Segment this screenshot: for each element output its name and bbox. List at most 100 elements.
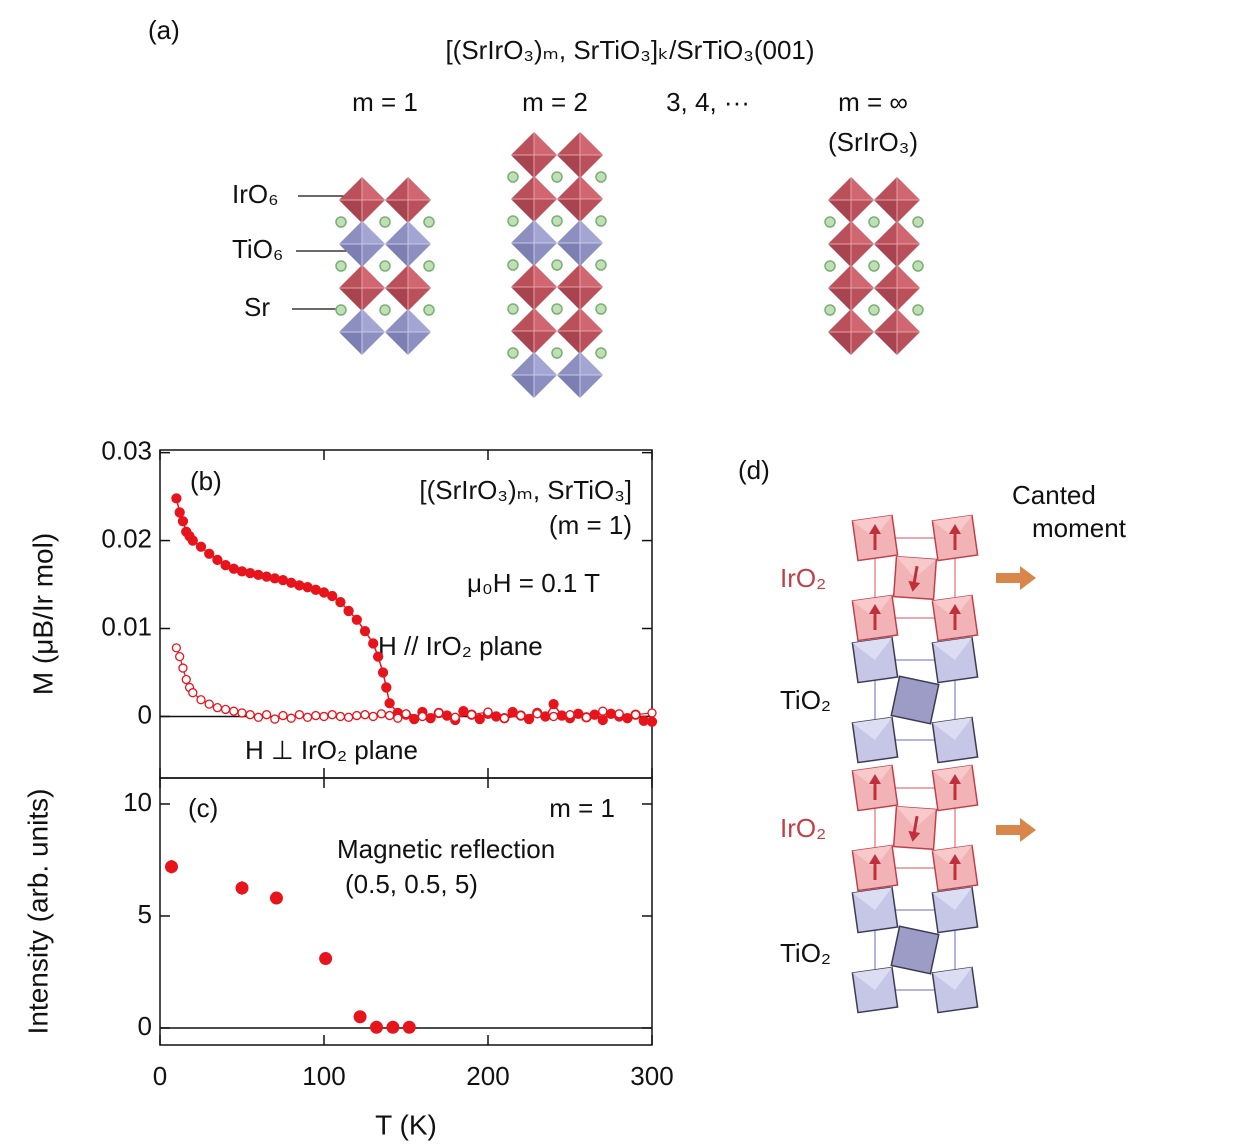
structure-label: 3, 4, ··· — [666, 87, 750, 117]
data-point — [204, 699, 214, 709]
data-point — [261, 710, 272, 720]
formula: [(SrIrO₃)ₘ, SrTiO₃]ₖ/SrTiO₃(001) — [445, 35, 814, 65]
tio2-layer — [852, 637, 977, 762]
y-axis-label: M (μB/Ir mol) — [27, 533, 58, 695]
panel-label: (a) — [148, 15, 180, 45]
x-tick-label: 300 — [630, 1061, 673, 1091]
annotation: Magnetic reflection — [337, 834, 555, 864]
moment-arrow — [996, 566, 1036, 590]
structure-label: m = 2 — [522, 87, 588, 117]
moment-label: Canted — [1012, 480, 1096, 510]
y-tick-label: 0.02 — [101, 523, 152, 553]
layer-label: TiO₂ — [780, 938, 831, 968]
data-point — [204, 548, 215, 559]
data-point — [434, 708, 444, 718]
legend-label: Sr — [244, 292, 270, 322]
y-tick-label: 5 — [138, 899, 152, 929]
data-point — [369, 1020, 383, 1034]
data-point — [237, 708, 247, 718]
layer-label: TiO₂ — [780, 685, 831, 715]
data-point — [548, 698, 559, 710]
data-point — [384, 698, 395, 709]
data-point — [253, 569, 264, 581]
data-point — [235, 881, 249, 895]
data-point — [319, 952, 333, 966]
data-point — [523, 713, 535, 725]
layer-label: IrO₂ — [780, 563, 826, 593]
y-axis-label: Intensity (arb. units) — [22, 789, 53, 1035]
annotation: μ₀H = 0.1 T — [467, 568, 600, 598]
data-point — [181, 674, 191, 685]
annotation: m = 1 — [549, 793, 615, 823]
data-point — [174, 507, 185, 518]
data-point — [401, 709, 411, 719]
data-point — [343, 605, 354, 617]
data-point — [327, 710, 337, 720]
data-point — [253, 712, 264, 722]
data-point — [245, 710, 255, 720]
data-point — [540, 711, 551, 722]
data-point — [368, 711, 378, 722]
y-tick-label: 0 — [138, 1011, 152, 1041]
data-point — [164, 860, 178, 874]
structure-m1 — [335, 177, 435, 355]
y-tick-label: 0 — [138, 699, 152, 729]
data-point — [483, 707, 493, 717]
data-point — [381, 682, 392, 693]
x-tick-label: 0 — [153, 1061, 167, 1091]
y-tick-label: 0.03 — [101, 436, 152, 466]
data-point — [450, 712, 460, 722]
data-point — [335, 596, 346, 608]
data-point — [352, 710, 362, 721]
data-point — [270, 714, 280, 724]
moment-label: moment — [1032, 513, 1127, 543]
data-point — [646, 716, 658, 727]
data-point — [212, 703, 223, 713]
data-point — [229, 706, 239, 716]
annotation: (m = 1) — [549, 510, 632, 540]
data-point — [286, 713, 296, 723]
iro2-layer — [852, 765, 977, 890]
data-point — [386, 1020, 400, 1034]
annotation: (0.5, 0.5, 5) — [345, 869, 478, 899]
data-point — [278, 710, 288, 721]
data-point — [236, 566, 248, 577]
x-axis-label: T (K) — [375, 1109, 437, 1140]
data-point — [474, 713, 485, 725]
structure-label: m = ∞ — [838, 87, 908, 117]
data-point — [614, 709, 624, 719]
data-point — [294, 710, 305, 720]
data-point — [402, 1020, 416, 1034]
data-point — [178, 663, 188, 673]
legend-label: IrO₆ — [232, 179, 279, 209]
data-point — [171, 643, 182, 653]
y-tick-label: 10 — [123, 787, 152, 817]
data-point — [630, 710, 641, 720]
data-point — [417, 711, 428, 722]
data-point — [261, 571, 272, 582]
data-point — [302, 712, 313, 722]
data-point — [499, 713, 510, 723]
y-tick-label: 0.01 — [101, 611, 152, 641]
tio2-layer — [852, 887, 977, 1012]
panel-label: (d) — [738, 455, 770, 485]
data-point — [195, 541, 207, 552]
data-point — [393, 713, 403, 723]
data-point — [335, 711, 346, 722]
data-point — [245, 567, 256, 579]
data-point — [269, 891, 283, 905]
series-label: H ⊥ IrO₂ plane — [245, 735, 418, 765]
x-tick-label: 100 — [302, 1061, 345, 1091]
data-point — [368, 638, 379, 649]
plot-frame — [159, 777, 653, 1046]
data-point — [372, 651, 384, 662]
structure-inf — [824, 177, 924, 355]
data-point — [212, 554, 223, 566]
data-point — [188, 688, 198, 698]
data-point — [269, 573, 280, 584]
data-point — [597, 714, 608, 726]
data-point — [548, 711, 559, 722]
data-point — [175, 651, 185, 662]
data-point — [220, 704, 231, 715]
